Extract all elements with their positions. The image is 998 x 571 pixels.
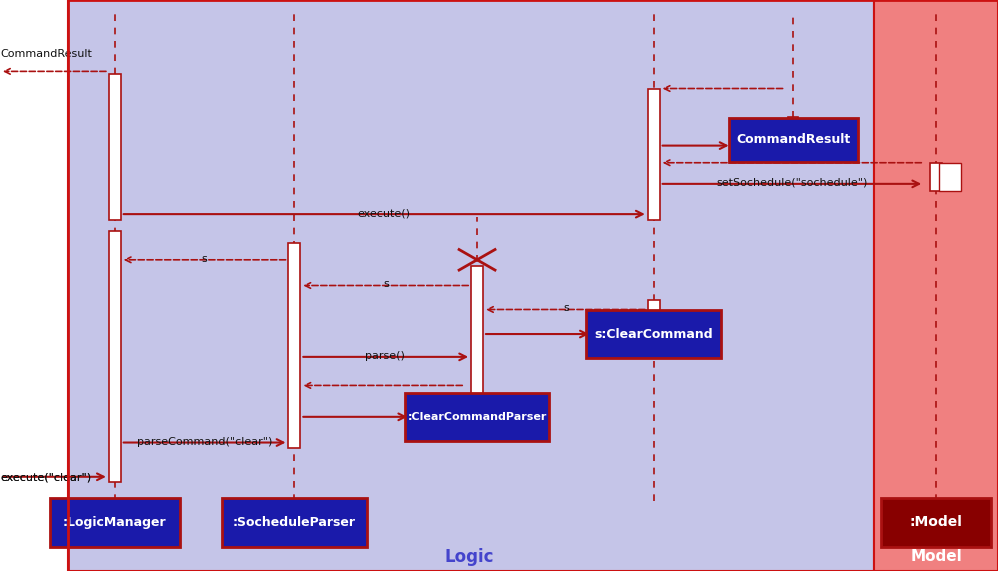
Bar (930, 163, 942, 191)
Bar (648, 89, 660, 220)
Text: execute("clear"): execute("clear") (0, 472, 91, 482)
Text: Logic: Logic (444, 548, 494, 566)
Bar (0, 0, 68, 571)
FancyBboxPatch shape (881, 498, 991, 547)
Text: CommandResult: CommandResult (737, 134, 850, 146)
FancyBboxPatch shape (587, 309, 721, 359)
Text: s:ClearCommand: s:ClearCommand (595, 328, 713, 340)
Bar (68, 0, 874, 571)
FancyBboxPatch shape (50, 498, 180, 547)
Bar (788, 117, 798, 140)
FancyBboxPatch shape (222, 498, 366, 547)
Text: setSochedule("sochedule"): setSochedule("sochedule") (717, 178, 868, 188)
Text: s: s (383, 279, 389, 289)
Text: CommandResult: CommandResult (0, 49, 92, 59)
Text: parse(): parse() (365, 351, 405, 361)
Text: :LogicManager: :LogicManager (63, 516, 167, 529)
Text: execute(): execute() (357, 208, 411, 218)
Text: Model: Model (910, 549, 962, 564)
Text: :ClearCommandParser: :ClearCommandParser (407, 412, 547, 422)
Text: execute("clear"): execute("clear") (0, 472, 91, 482)
Bar (471, 266, 483, 395)
Bar (874, 0, 998, 571)
Bar (939, 163, 961, 191)
Text: s: s (563, 303, 569, 313)
FancyBboxPatch shape (404, 393, 549, 441)
Text: s: s (202, 254, 208, 264)
Bar (288, 243, 300, 448)
Bar (648, 300, 660, 334)
Bar (109, 231, 121, 482)
FancyBboxPatch shape (729, 118, 858, 162)
Bar (109, 74, 121, 220)
Text: :SocheduleParser: :SocheduleParser (233, 516, 356, 529)
Text: :Model: :Model (910, 516, 962, 529)
Text: parseCommand("clear"): parseCommand("clear") (137, 436, 272, 447)
